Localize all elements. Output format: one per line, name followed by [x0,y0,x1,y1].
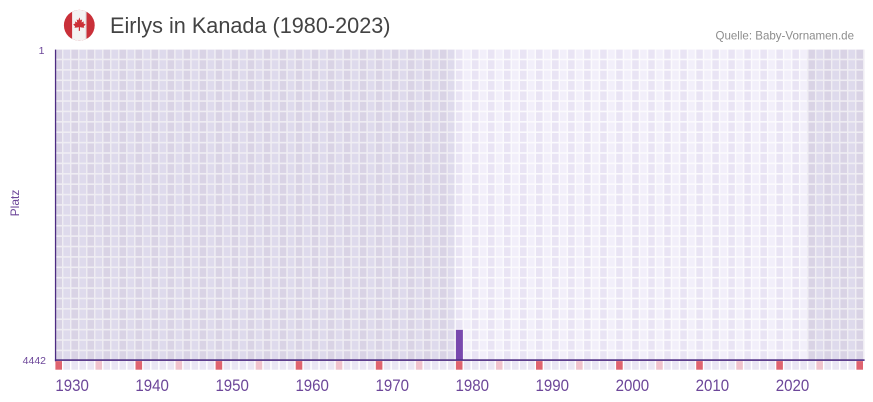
svg-text:Eirlys in Kanada (1980-2023): Eirlys in Kanada (1980-2023) [110,13,391,38]
svg-text:2000: 2000 [616,376,650,395]
svg-text:1950: 1950 [215,376,249,395]
svg-text:1970: 1970 [376,376,410,395]
svg-text:1930: 1930 [55,376,89,395]
svg-text:2010: 2010 [696,376,730,395]
svg-text:1980: 1980 [456,376,490,395]
svg-text:1990: 1990 [536,376,570,395]
svg-text:1940: 1940 [135,376,169,395]
svg-text:1: 1 [39,45,45,57]
svg-text:4442: 4442 [23,355,47,367]
svg-text:1960: 1960 [295,376,329,395]
svg-text:Quelle: Baby-Vornamen.de: Quelle: Baby-Vornamen.de [716,28,855,42]
svg-text:2020: 2020 [776,376,810,395]
svg-text:Platz: Platz [8,190,22,217]
